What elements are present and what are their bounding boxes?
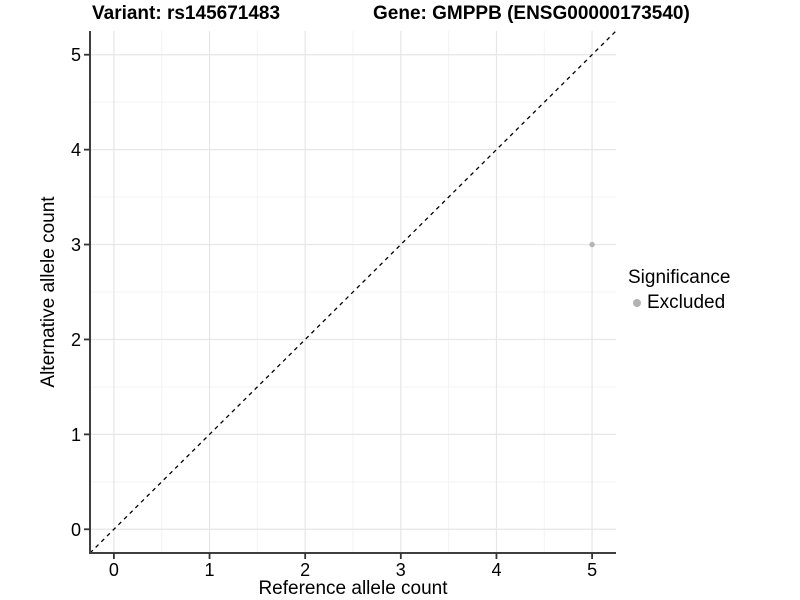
data-point [589,241,595,248]
y-tick-label: 1 [71,425,81,445]
plot-title-variant: Variant: rs145671483 [92,3,281,24]
x-tick-label: 0 [109,560,119,580]
identity-line [89,30,617,554]
legend-title: Significance [628,267,731,288]
legend: Significance Excluded [628,266,730,314]
legend-item-label: Excluded [647,292,726,313]
x-tick-label: 2 [300,560,310,580]
legend-item-excluded: Excluded [628,292,730,314]
y-tick-label: 2 [71,330,81,350]
y-tick-label: 0 [71,520,81,540]
x-tick-label: 1 [205,560,215,580]
y-axis-title: Alternative allele count [38,196,59,388]
plot-title-gene: Gene: GMPPB (ENSG00000173540) [373,3,690,24]
x-tick-label: 5 [587,560,597,580]
x-tick-label: 3 [396,560,406,580]
x-axis-title: Reference allele count [258,578,448,599]
y-tick-label: 4 [71,140,81,160]
legend-key-dot [633,299,641,307]
y-tick-label: 5 [71,45,81,65]
y-tick-label: 3 [71,235,81,255]
x-tick-label: 4 [491,560,501,580]
